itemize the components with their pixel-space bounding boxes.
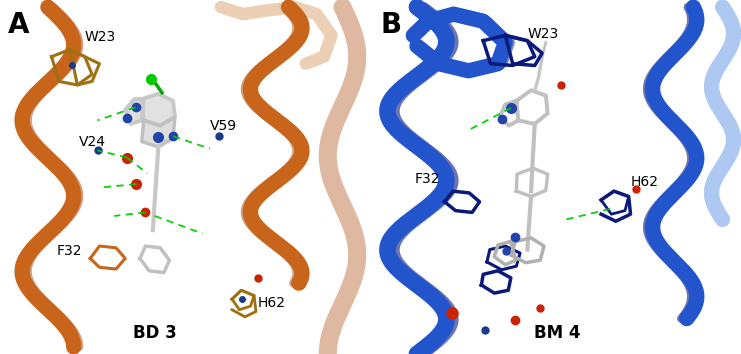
Text: F32: F32 bbox=[415, 172, 441, 186]
Text: F32: F32 bbox=[57, 244, 82, 258]
Text: H62: H62 bbox=[631, 175, 659, 189]
Text: BM 4: BM 4 bbox=[534, 324, 580, 342]
Text: BD 3: BD 3 bbox=[133, 324, 176, 342]
Text: V59: V59 bbox=[210, 119, 237, 133]
Polygon shape bbox=[125, 99, 144, 124]
Text: W23: W23 bbox=[528, 27, 559, 41]
Text: B: B bbox=[380, 11, 401, 39]
Text: H62: H62 bbox=[258, 296, 286, 310]
Text: W23: W23 bbox=[84, 30, 116, 44]
Text: V24: V24 bbox=[79, 135, 106, 149]
Text: A: A bbox=[7, 11, 29, 39]
Polygon shape bbox=[142, 117, 175, 147]
Polygon shape bbox=[142, 94, 175, 126]
